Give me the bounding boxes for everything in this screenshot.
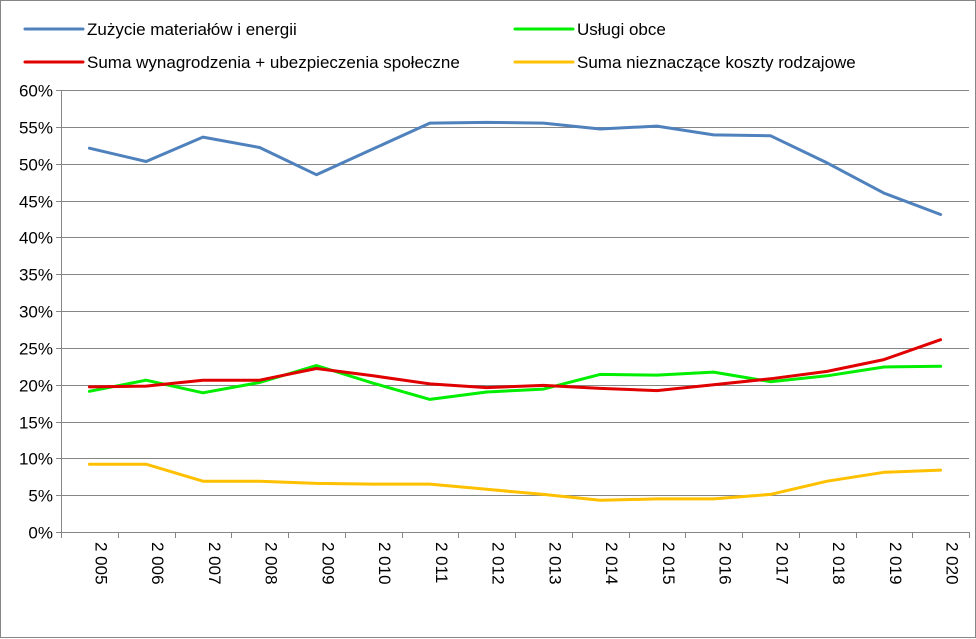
legend-label: Suma nieznaczące koszty rodzajowe: [577, 53, 856, 72]
axes: [61, 90, 969, 533]
y-tick-label: 15%: [19, 414, 53, 433]
x-tick-label: 2 014: [602, 542, 621, 585]
legend-label: Zużycie materiałów i energii: [87, 20, 297, 39]
legend-entry: Usługi obce: [513, 20, 666, 39]
x-tick-label: 2 013: [545, 542, 564, 585]
legend-entry: Suma nieznaczące koszty rodzajowe: [513, 53, 856, 72]
x-tick-label: 2 015: [659, 542, 678, 585]
y-tick-label: 30%: [19, 303, 53, 322]
x-axis: 2 005 2 006 2 007 2 008 2 009 2 010 2 011 2 012…: [61, 532, 970, 585]
x-tick-label: 2 008: [262, 542, 281, 585]
y-tick-label: 5%: [28, 487, 53, 506]
y-tick-label: 40%: [19, 229, 53, 248]
y-tick-label: 55%: [19, 119, 53, 138]
x-tick-label: 2 017: [772, 542, 791, 585]
legend: Zużycie materiałów i energii Usługi obce…: [23, 20, 856, 72]
x-tick-label: 2 005: [91, 542, 110, 585]
legend-entry: Suma wynagrodzenia + ubezpieczenia społe…: [23, 53, 460, 72]
x-tick-label: 2 018: [829, 542, 848, 585]
y-axis: 0% 5% 10% 15% 20% 25% 30% 35% 40% 45% 50% 55% 60%: [19, 82, 61, 543]
series-layer: [87, 120, 943, 502]
series-line: [87, 338, 943, 393]
series-line: [87, 364, 943, 401]
gridlines: [61, 90, 969, 496]
y-tick-label: 10%: [19, 450, 53, 469]
y-tick-label: 60%: [19, 82, 53, 101]
series-line: [87, 120, 943, 216]
y-tick-label: 45%: [19, 193, 53, 212]
legend-entry: Zużycie materiałów i energii: [23, 20, 297, 39]
y-tick-label: 50%: [19, 156, 53, 175]
x-tick-label: 2 012: [489, 542, 508, 585]
y-tick-label: 35%: [19, 266, 53, 285]
series-line: [87, 462, 943, 502]
legend-label: Usługi obce: [577, 20, 666, 39]
y-tick-label: 20%: [19, 377, 53, 396]
legend-label: Suma wynagrodzenia + ubezpieczenia społe…: [87, 53, 460, 72]
x-tick-label: 2 006: [148, 542, 167, 585]
x-tick-label: 2 016: [716, 542, 735, 585]
x-tick-label: 2 019: [886, 542, 905, 585]
x-tick-label: 2 007: [205, 542, 224, 585]
y-tick-label: 0%: [28, 524, 53, 543]
x-tick-label: 2 009: [318, 542, 337, 585]
x-tick-label: 2 010: [375, 542, 394, 585]
y-tick-label: 25%: [19, 340, 53, 359]
x-tick-label: 2 020: [943, 542, 962, 585]
x-tick-label: 2 011: [432, 542, 451, 583]
